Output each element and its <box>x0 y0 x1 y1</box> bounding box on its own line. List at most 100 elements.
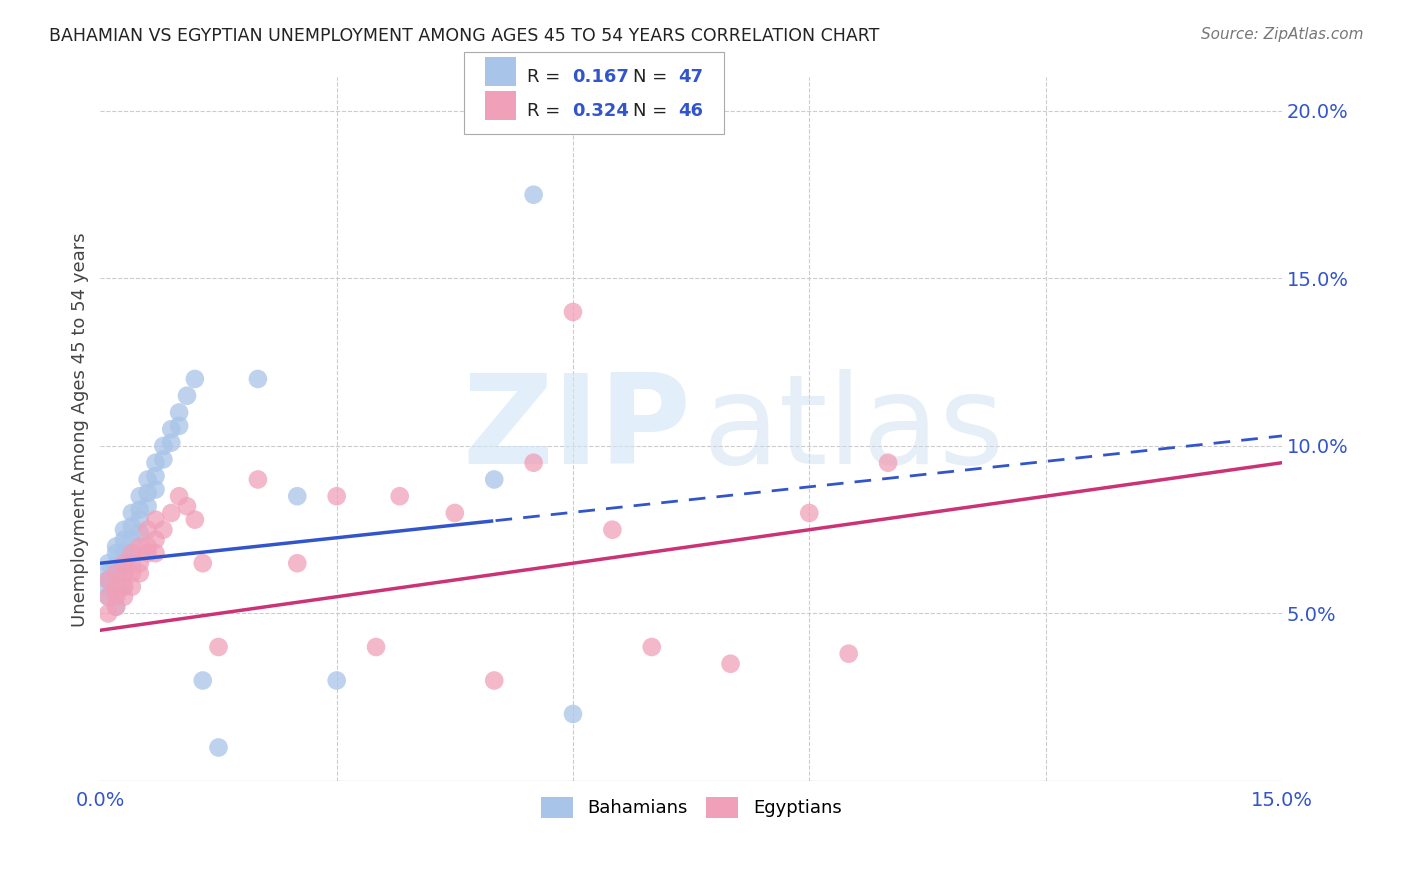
Text: 0.167: 0.167 <box>572 68 628 86</box>
Point <box>523 187 546 202</box>
Point <box>112 556 135 570</box>
Point <box>112 566 135 581</box>
Point <box>105 573 128 587</box>
Text: ZIP: ZIP <box>463 368 692 490</box>
Point <box>484 673 506 688</box>
Point <box>121 546 143 560</box>
Text: Source: ZipAtlas.com: Source: ZipAtlas.com <box>1201 27 1364 42</box>
Point <box>285 556 308 570</box>
Point <box>207 640 229 654</box>
Point <box>145 533 167 547</box>
Point <box>160 506 183 520</box>
Point <box>160 435 183 450</box>
Point <box>105 540 128 554</box>
Text: BAHAMIAN VS EGYPTIAN UNEMPLOYMENT AMONG AGES 45 TO 54 YEARS CORRELATION CHART: BAHAMIAN VS EGYPTIAN UNEMPLOYMENT AMONG … <box>49 27 880 45</box>
Point <box>128 526 150 541</box>
Point <box>641 640 664 654</box>
Point <box>97 556 120 570</box>
Point <box>112 523 135 537</box>
Point <box>97 566 120 581</box>
Point <box>112 533 135 547</box>
Point <box>136 473 159 487</box>
Y-axis label: Unemployment Among Ages 45 to 54 years: Unemployment Among Ages 45 to 54 years <box>72 232 89 626</box>
Point <box>799 506 821 520</box>
Point <box>97 590 120 604</box>
Point <box>136 486 159 500</box>
Point <box>112 580 135 594</box>
Point <box>145 469 167 483</box>
Point <box>128 540 150 554</box>
Point <box>121 556 143 570</box>
Point <box>128 513 150 527</box>
Point <box>112 580 135 594</box>
Text: N =: N = <box>633 68 672 86</box>
Point <box>145 483 167 497</box>
Point <box>207 740 229 755</box>
Point <box>112 546 135 560</box>
Point <box>121 546 143 560</box>
Point <box>105 599 128 614</box>
Point <box>121 506 143 520</box>
Point <box>105 599 128 614</box>
Point <box>484 473 506 487</box>
Point <box>152 523 174 537</box>
Text: N =: N = <box>633 102 672 120</box>
Point <box>121 580 143 594</box>
Point <box>136 546 159 560</box>
Point <box>160 422 183 436</box>
Point <box>184 372 207 386</box>
Point <box>97 573 120 587</box>
Point <box>128 489 150 503</box>
Point <box>877 456 900 470</box>
Text: 47: 47 <box>678 68 703 86</box>
Point <box>136 500 159 514</box>
Text: R =: R = <box>527 68 567 86</box>
Point <box>128 556 150 570</box>
Point <box>105 546 128 560</box>
Point <box>136 540 159 554</box>
Point <box>112 590 135 604</box>
Point <box>112 556 135 570</box>
Point <box>523 456 546 470</box>
Point <box>121 566 143 581</box>
Point <box>145 456 167 470</box>
Point <box>246 473 269 487</box>
Point <box>152 439 174 453</box>
Point <box>97 607 120 621</box>
Point <box>128 566 150 581</box>
Point <box>97 573 120 587</box>
Text: 0.324: 0.324 <box>572 102 628 120</box>
Point <box>184 513 207 527</box>
Point <box>105 559 128 574</box>
Point <box>720 657 742 671</box>
Point <box>97 580 120 594</box>
Point <box>838 647 860 661</box>
Point <box>602 523 624 537</box>
Point <box>128 502 150 516</box>
Point <box>191 556 214 570</box>
Point <box>121 533 143 547</box>
Point <box>176 389 198 403</box>
Point <box>105 566 128 581</box>
Legend: Bahamians, Egyptians: Bahamians, Egyptians <box>533 789 849 825</box>
Point <box>112 566 135 581</box>
Point <box>562 706 585 721</box>
Point <box>167 489 190 503</box>
Point <box>105 590 128 604</box>
Point <box>167 405 190 419</box>
Text: atlas: atlas <box>703 368 1005 490</box>
Text: 46: 46 <box>678 102 703 120</box>
Point <box>121 519 143 533</box>
Point <box>285 489 308 503</box>
Point <box>246 372 269 386</box>
Point <box>145 513 167 527</box>
Point <box>325 673 347 688</box>
Point <box>176 500 198 514</box>
Point <box>325 489 347 503</box>
Point <box>167 418 190 433</box>
Point <box>364 640 387 654</box>
Point <box>388 489 411 503</box>
Point <box>152 452 174 467</box>
Point <box>105 586 128 600</box>
Point <box>105 580 128 594</box>
